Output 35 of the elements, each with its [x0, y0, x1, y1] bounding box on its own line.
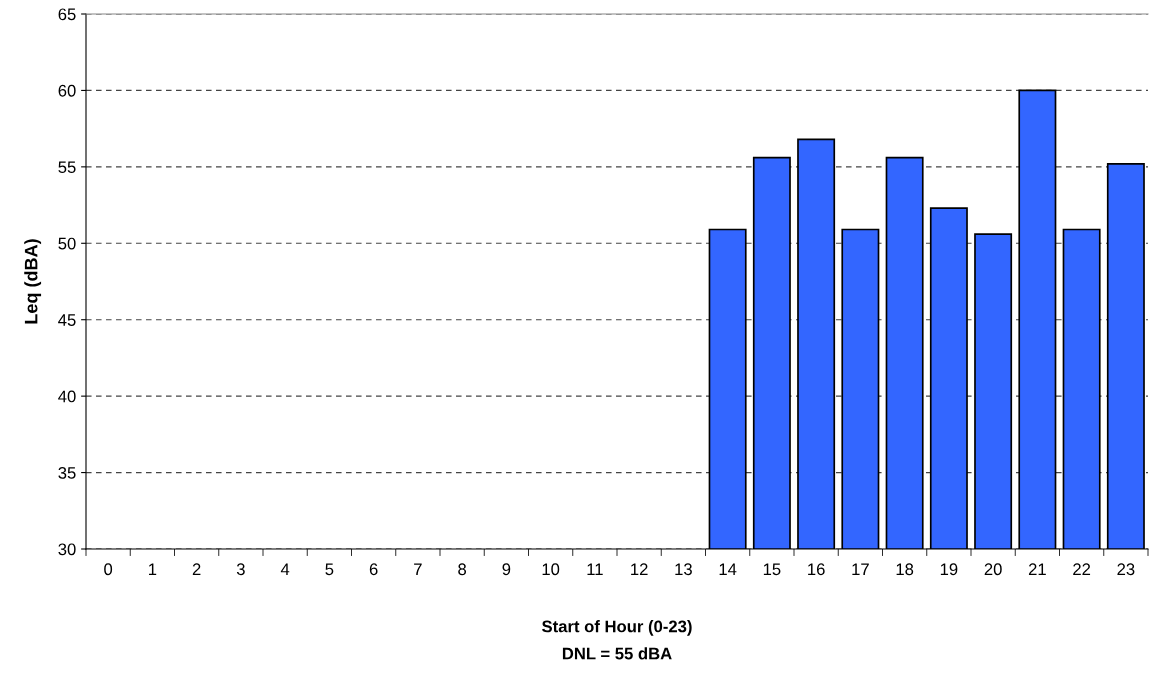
x-tick-label: 15	[763, 563, 781, 576]
y-tick-label: 30	[58, 543, 76, 556]
x-tick-label: 5	[325, 563, 334, 576]
y-tick-label: 45	[58, 314, 76, 326]
x-tick-label: 22	[1073, 563, 1091, 575]
x-tick-label: 12	[631, 563, 648, 575]
x-tick-label: 9	[502, 563, 511, 576]
x-tick-label: 6	[369, 563, 378, 576]
x-tick-label: 20	[984, 563, 1002, 576]
y-tick-label: 65	[58, 8, 76, 21]
x-tick-label: 13	[675, 563, 692, 576]
x-tick-label: 11	[587, 563, 603, 575]
text: DNL = 55 dBA	[562, 647, 672, 660]
x-tick-label: 4	[280, 563, 290, 575]
x-tick-label: 7	[414, 563, 422, 575]
x-tick-label: 2	[192, 563, 201, 575]
x-tick-label: 23	[1117, 563, 1135, 576]
x-tick-label: 19	[940, 563, 958, 576]
x-tick-label: 14	[719, 563, 737, 575]
x-tick-label: 18	[896, 563, 914, 576]
x-tick-label: 0	[104, 563, 113, 576]
x-axis-title: Start of Hour (0-23)	[542, 620, 692, 636]
y-tick-label: 50	[58, 237, 76, 250]
x-tick-label: 10	[542, 563, 560, 576]
y-tick-label: 60	[58, 84, 76, 97]
x-tick-label: 16	[808, 563, 825, 576]
y-tick-label: 55	[58, 161, 76, 174]
x-tick-label: 3	[236, 563, 245, 576]
x-tick-label: 17	[852, 563, 869, 575]
y-tick-label: 40	[58, 390, 76, 403]
x-tick-label: 8	[458, 563, 467, 576]
y-axis-title: Leq (dBA)	[24, 239, 42, 324]
y-tick-label: 35	[58, 466, 76, 479]
x-tick-label: 1	[149, 563, 157, 575]
x-tick-label: 21	[1028, 563, 1046, 575]
